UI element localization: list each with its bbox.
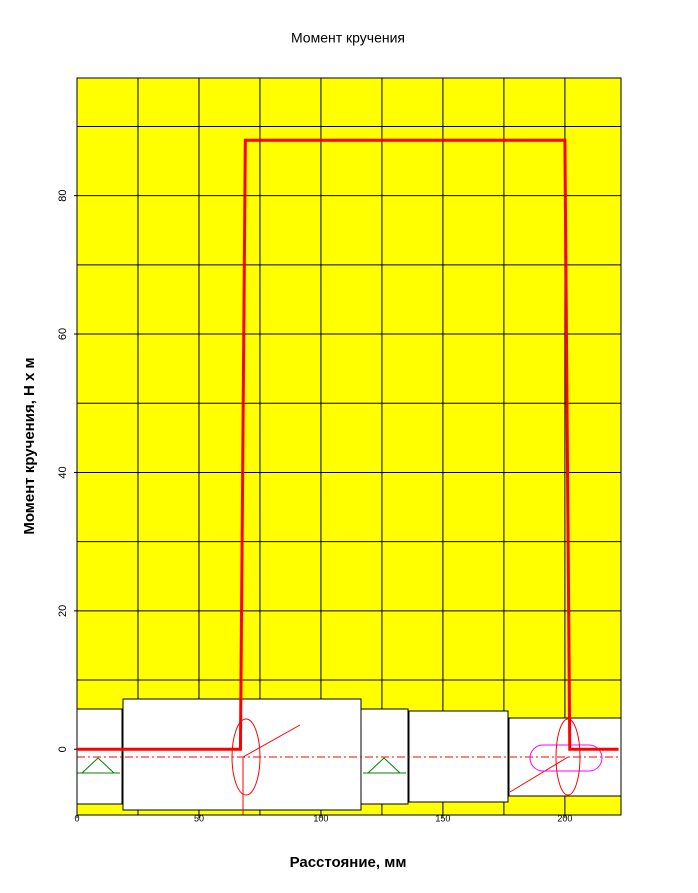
chart-title: Момент кручения: [291, 30, 405, 46]
y-tick-label: 80: [57, 190, 69, 202]
x-axis-label: Расстояние, мм: [290, 854, 407, 871]
torque-line: [77, 138, 619, 751]
y-tick-label: 60: [57, 328, 69, 340]
y-axis-label: Момент кручения, Н х м: [21, 357, 38, 534]
x-tick-label: 100: [313, 813, 328, 823]
x-tick-label: 50: [194, 813, 204, 823]
y-tick-label: 40: [57, 466, 69, 478]
y-tick-label: 20: [57, 605, 69, 617]
x-tick-label: 0: [74, 813, 79, 823]
plot-frame: [76, 77, 622, 816]
y-tick-label: 0: [57, 746, 69, 752]
x-tick-label: 200: [557, 813, 572, 823]
plot-area: [77, 78, 621, 815]
x-tick-label: 150: [435, 813, 450, 823]
